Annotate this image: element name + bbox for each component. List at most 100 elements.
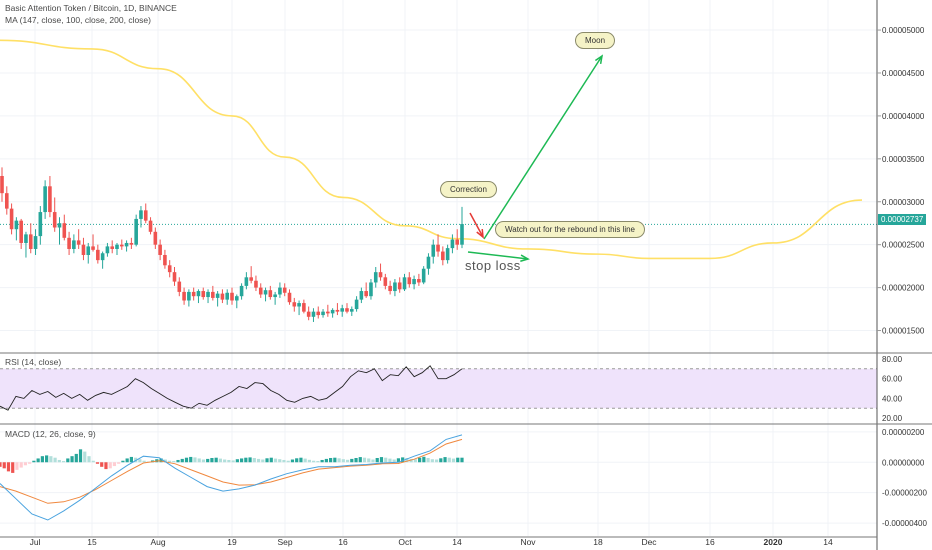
- x-tick-label: Aug: [150, 537, 165, 547]
- candle-body: [393, 282, 397, 292]
- candle-body: [340, 308, 345, 312]
- correction-callout[interactable]: Correction: [440, 181, 497, 198]
- candle-body: [191, 291, 196, 297]
- macd-histogram-bar: [70, 456, 74, 463]
- x-tick-label: 15: [87, 537, 97, 547]
- x-tick-label: 2020: [764, 537, 783, 547]
- candle-body: [105, 246, 110, 254]
- candle-body: [311, 311, 316, 317]
- macd-histogram-bar: [316, 461, 320, 463]
- candle: [24, 231, 28, 258]
- candle-body: [326, 311, 330, 314]
- macd-histogram-bar: [430, 459, 434, 463]
- candle: [124, 240, 129, 252]
- macd-histogram-bar: [244, 457, 248, 463]
- candle-body: [292, 302, 297, 307]
- stop-loss-label[interactable]: stop loss: [465, 258, 521, 273]
- price-axis[interactable]: 0.00005000 0.00004500 0.00004000 0.00003500…: [877, 26, 925, 336]
- candle: [306, 306, 311, 321]
- candle-body: [388, 285, 392, 292]
- candle-body: [28, 234, 33, 249]
- macd-histogram-bar: [367, 458, 371, 463]
- macd-axis[interactable]: 0.00000200 0.00000000 -0.00000200 -0.000004…: [882, 428, 927, 528]
- candle-body: [234, 296, 239, 301]
- candle: [220, 289, 225, 304]
- candle: [72, 234, 76, 254]
- candle: [38, 206, 43, 245]
- candle-body: [52, 212, 57, 228]
- macd-histogram-bar: [278, 459, 282, 463]
- candle: [287, 289, 292, 305]
- y-tick-label: 0.00002000: [882, 284, 925, 293]
- candle-body: [369, 282, 373, 297]
- macd-histogram-bar: [134, 457, 138, 463]
- macd-histogram-bar: [388, 458, 392, 463]
- macd-histogram-bar: [49, 456, 53, 463]
- candle-body: [196, 291, 201, 297]
- candle-body: [330, 309, 335, 314]
- candle: [340, 304, 345, 317]
- candle: [278, 282, 282, 298]
- candle: [273, 291, 277, 305]
- time-axis[interactable]: Jul 15 Aug 19 Sep 16 Oct 14 Nov 18 Dec 16 2020 14: [30, 537, 833, 547]
- macd-histogram-bar: [303, 458, 307, 463]
- macd-histogram-bar: [206, 458, 210, 463]
- macd-histogram-bar: [227, 459, 231, 463]
- candle-body: [273, 294, 277, 298]
- macd-histogram-bar: [235, 459, 239, 463]
- macd-histogram-bar: [434, 459, 439, 463]
- candle: [359, 287, 364, 304]
- macd-histogram-bar: [286, 460, 290, 463]
- rsi-axis[interactable]: 80.00 60.00 40.00 20.00: [882, 355, 903, 423]
- correction-arrow-shaft: [469, 212, 484, 238]
- candle-body: [436, 244, 440, 252]
- ma-legend[interactable]: MA (147, close, 100, close, 200, close): [5, 15, 151, 25]
- macd-tick-label: -0.00000400: [882, 519, 927, 528]
- macd-histogram-bar: [193, 457, 197, 463]
- y-tick-label: 0.00002500: [882, 241, 925, 250]
- candle-body: [33, 236, 38, 249]
- candle: [311, 308, 316, 322]
- candle: [52, 197, 57, 232]
- macd-legend[interactable]: MACD (12, 26, close, 9): [5, 429, 96, 439]
- candle-body: [100, 253, 105, 261]
- candlestick-series: [0, 167, 464, 322]
- macd-histogram-bar: [443, 457, 447, 463]
- macd-histogram-bar: [53, 457, 57, 463]
- rsi-path: [0, 365, 463, 411]
- candle: [460, 206, 464, 249]
- macd-histogram-bar: [87, 456, 91, 463]
- candle: [67, 231, 71, 255]
- ma-path: [0, 39, 863, 260]
- y-tick-label: 0.00003000: [882, 198, 925, 207]
- moon-callout[interactable]: Moon: [575, 32, 616, 49]
- candle: [302, 299, 306, 314]
- macd-histogram-bar: [112, 462, 117, 467]
- symbol-legend[interactable]: Basic Attention Token / Bitcoin, 1D, BIN…: [5, 3, 177, 13]
- macd-histogram-bar: [66, 458, 70, 463]
- x-tick-label: 14: [823, 537, 833, 547]
- candle-body: [263, 290, 268, 295]
- macd-histogram-bar: [36, 458, 40, 463]
- candle: [412, 275, 416, 290]
- candle: [0, 167, 4, 202]
- rsi-legend[interactable]: RSI (14, close): [5, 357, 62, 367]
- candle: [48, 176, 52, 218]
- candle: [397, 277, 402, 293]
- correction-arrow-head: [476, 228, 484, 239]
- candle: [110, 240, 115, 254]
- y-tick-label: 0.00001500: [882, 327, 925, 336]
- candle-body: [302, 303, 306, 312]
- rsi-tick-label: 40.00: [882, 394, 903, 403]
- rebound-callout[interactable]: Watch out for the rebound in this line: [495, 221, 645, 238]
- candle: [4, 186, 9, 215]
- macd-histogram-bar: [426, 457, 430, 463]
- candle: [369, 279, 373, 300]
- candle: [153, 227, 158, 249]
- candle: [105, 242, 110, 257]
- macd-histogram-bar: [210, 457, 214, 463]
- x-tick-label: 19: [227, 537, 237, 547]
- macd-histogram-bar: [159, 458, 163, 463]
